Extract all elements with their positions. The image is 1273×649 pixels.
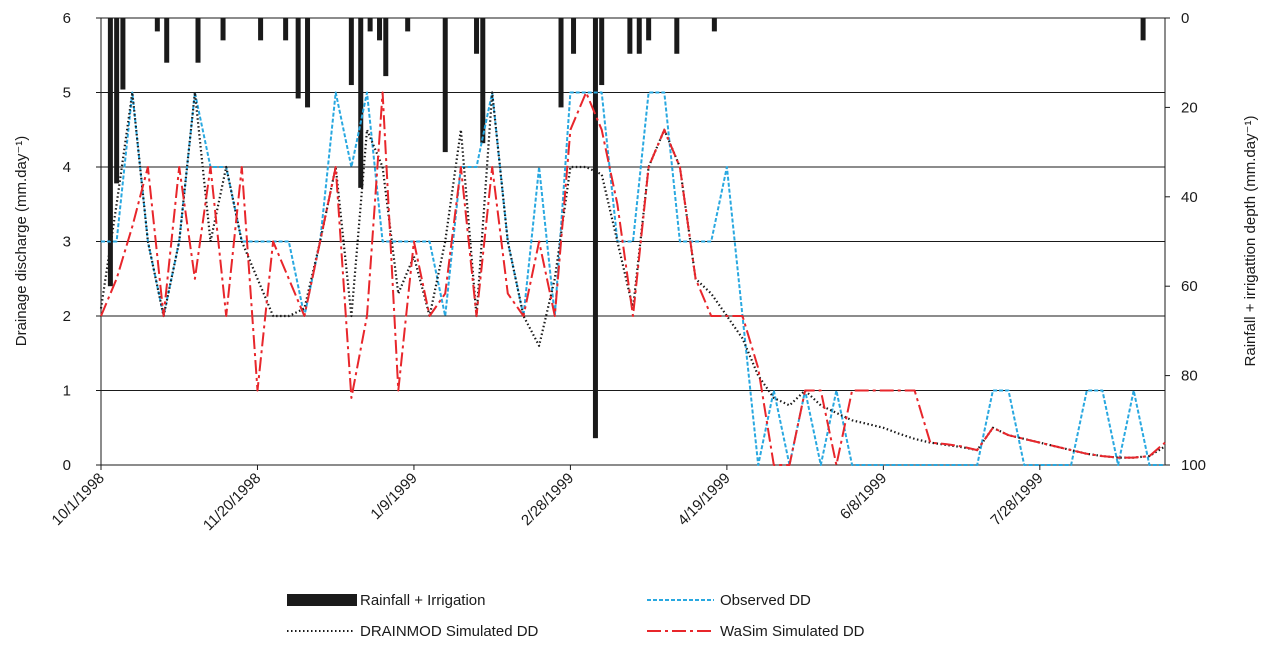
rain-bar: [114, 18, 120, 184]
series-line: [100, 91, 1166, 466]
y2-tick-label: 20: [1181, 99, 1198, 116]
y-tick-label: 5: [63, 85, 71, 102]
y2-tick-label: 60: [1181, 278, 1198, 295]
rain-bar: [358, 18, 364, 188]
y-tick-label: 2: [63, 308, 71, 325]
rain-bar: [258, 18, 264, 41]
y-tick-label: 3: [63, 234, 71, 251]
x-tick-label: 6/8/1999: [837, 470, 890, 523]
y-tick-label: 1: [63, 383, 71, 400]
rain-bar: [120, 18, 126, 90]
x-tick-label: 1/9/1999: [367, 470, 420, 523]
legend-swatch: [287, 594, 357, 606]
rain-bar: [474, 18, 480, 54]
rain-bar: [283, 18, 289, 41]
y-axis-title: Drainage discharge (mm.day⁻¹): [13, 136, 30, 347]
rain-bar: [377, 18, 383, 41]
y2-tick-label: 100: [1181, 457, 1206, 474]
rain-bar: [367, 18, 373, 32]
rain-bar: [592, 18, 598, 439]
x-tick-label: 4/19/1999: [675, 470, 734, 529]
rain-bar: [195, 18, 201, 63]
rain-bar: [480, 18, 486, 144]
series-line: [99, 91, 1166, 459]
y2-axis-title: Rainfall + irrigattion depth (mm.day⁻¹): [1242, 116, 1259, 367]
rain-bar: [220, 18, 226, 41]
rain-bar: [295, 18, 301, 99]
legend-label: Rainfall + Irrigation: [360, 592, 485, 609]
y2-tick-label: 80: [1181, 368, 1198, 385]
y2-tick-label: 40: [1181, 189, 1198, 206]
rain-bar: [348, 18, 354, 86]
rain-bar: [442, 18, 448, 153]
rain-bar: [646, 18, 652, 41]
x-tick-label: 10/1/1998: [49, 470, 108, 529]
x-tick-label: 7/28/1999: [987, 470, 1046, 529]
rain-bar: [627, 18, 633, 54]
y-tick-label: 4: [63, 159, 71, 176]
x-tick-label: 11/20/1998: [200, 470, 264, 534]
rain-bar: [674, 18, 680, 54]
y2-tick-label: 0: [1181, 10, 1189, 27]
legend-label: WaSim Simulated DD: [720, 623, 865, 640]
rain-bar: [164, 18, 170, 63]
rain-bar: [154, 18, 160, 32]
rain-bar: [107, 18, 113, 287]
rain-bar: [558, 18, 564, 108]
rain-bar: [383, 18, 389, 77]
rain-bar: [636, 18, 642, 54]
x-tick-label: 2/28/1999: [518, 470, 577, 529]
rain-bar: [711, 18, 717, 32]
rain-bar: [405, 18, 411, 32]
rain-bar: [599, 18, 605, 86]
rain-bar: [571, 18, 577, 54]
rain-bar: [1140, 18, 1146, 41]
series-line: [101, 91, 1165, 466]
legend-label: Observed DD: [720, 592, 811, 609]
y-tick-label: 6: [63, 10, 71, 27]
rain-bar: [305, 18, 311, 108]
legend-label: DRAINMOD Simulated DD: [360, 623, 539, 640]
y-tick-label: 0: [63, 457, 71, 474]
